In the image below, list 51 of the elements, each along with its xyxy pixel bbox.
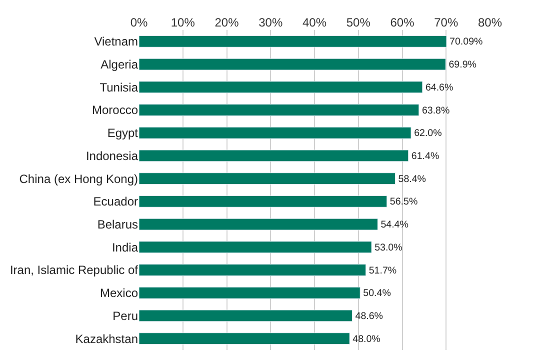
y-tick-label: China (ex Hong Kong) <box>19 172 138 186</box>
y-tick-label: Tunisia <box>100 80 138 94</box>
data-label: 51.7% <box>368 265 397 276</box>
bar <box>139 286 360 299</box>
bar <box>139 241 372 254</box>
data-label: 48.0% <box>352 334 381 345</box>
data-label: 70.09% <box>450 36 484 48</box>
y-tick-label: Morocco <box>92 103 138 118</box>
y-tick-label: Ecuador <box>93 194 138 209</box>
bar <box>139 58 446 70</box>
bar <box>139 195 388 208</box>
bar <box>139 172 396 185</box>
data-label: 48.6% <box>355 310 384 322</box>
y-tick-label: Indonesia <box>86 148 138 163</box>
y-tick-label: Mexico <box>100 286 138 300</box>
x-tick-label: 20% <box>214 16 240 30</box>
bar <box>139 81 423 94</box>
data-label: 50.4% <box>363 288 392 300</box>
x-tick-label: 60% <box>390 16 415 30</box>
y-tick-label: India <box>112 240 138 254</box>
data-label: 69.9% <box>448 60 477 71</box>
data-label: 56.5% <box>390 196 418 208</box>
bar <box>139 264 366 276</box>
bar <box>139 104 420 116</box>
x-tick-label: 0% <box>130 16 148 30</box>
bar <box>139 332 350 345</box>
data-label: 61.4% <box>411 150 440 162</box>
x-tick-label: 80% <box>478 16 502 30</box>
y-tick-label: Algeria <box>100 57 138 72</box>
bar <box>139 150 409 162</box>
y-tick-label: Belarus <box>97 217 138 232</box>
data-label: 54.4% <box>380 220 409 231</box>
data-label: 63.8% <box>422 105 450 116</box>
x-tick-label: 40% <box>302 16 327 30</box>
bar <box>139 126 412 139</box>
y-tick-label: Vietnam <box>94 34 138 49</box>
x-tick-label: 10% <box>170 16 196 30</box>
y-tick-label: Peru <box>112 308 138 323</box>
y-tick-label: Kazakhstan <box>75 332 138 346</box>
bar <box>139 310 352 322</box>
data-label: 64.6% <box>425 82 454 94</box>
bar <box>139 218 378 230</box>
data-label: 53.0% <box>374 242 403 254</box>
bar <box>139 35 447 48</box>
x-tick-label: 30% <box>258 16 283 30</box>
x-tick-label: 70% <box>434 16 458 30</box>
data-label: 58.4% <box>398 174 426 185</box>
y-tick-label: Egypt <box>107 126 139 140</box>
x-tick-label: 50% <box>346 16 371 30</box>
data-label: 62.0% <box>414 128 442 140</box>
y-tick-label: Iran, Islamic Republic of <box>10 263 139 278</box>
